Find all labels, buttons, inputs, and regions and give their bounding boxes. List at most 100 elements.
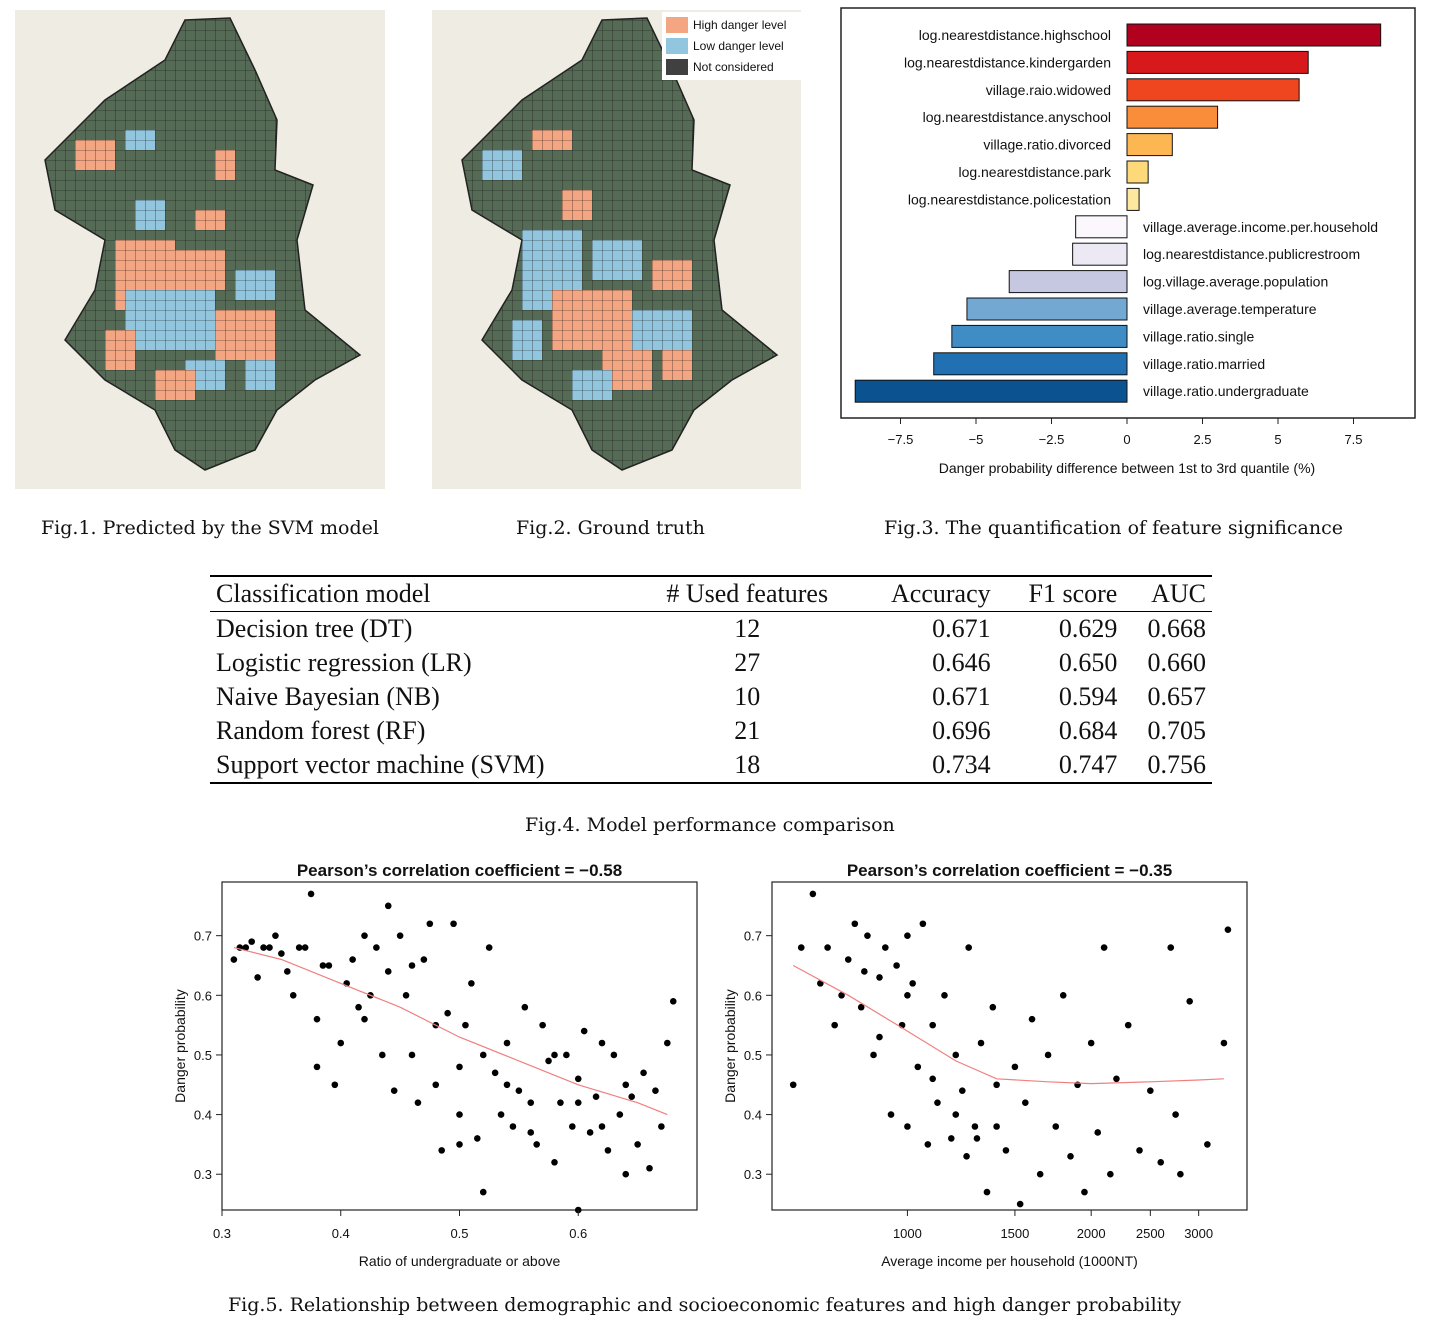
cell-accuracy: 0.734 (932, 750, 991, 779)
scatter-point (509, 1123, 517, 1130)
cell-auc: 0.660 (1147, 648, 1207, 677)
scatter-point (1147, 1087, 1154, 1095)
scatter-point (450, 920, 457, 928)
scatter-point (521, 1003, 529, 1011)
cell-f1: 0.650 (1058, 648, 1118, 677)
cell-accuracy: 0.671 (932, 614, 991, 643)
scatter-point (993, 1081, 1000, 1089)
scatter-point (384, 902, 392, 910)
scatter-point (1220, 1039, 1228, 1047)
scatter-point (301, 944, 309, 951)
scatter-point (355, 1003, 362, 1011)
scatter-point (1100, 944, 1108, 951)
scatter-point (604, 1147, 612, 1154)
scatter-point (983, 1188, 991, 1196)
scatter-point (438, 1147, 445, 1154)
legend-label-high: High danger level (693, 18, 787, 32)
scatter-point (574, 1099, 582, 1106)
scatter-point (989, 1003, 997, 1011)
scatter-point (1059, 992, 1067, 999)
x-axis-label: Ratio of undergraduate or above (359, 1253, 561, 1269)
scatter-point (432, 1081, 440, 1089)
scatter-point (973, 1135, 981, 1142)
bar-label: log.nearestdistance.park (958, 164, 1112, 180)
plot-frame (771, 881, 1248, 1211)
performance-table: Classification model # Used features Acc… (210, 575, 1212, 784)
bar-label: log.village.average.population (1143, 274, 1328, 290)
scatter-point (959, 1087, 966, 1095)
y-tick-label: 0.7 (744, 929, 762, 944)
scatter-point (1157, 1158, 1165, 1166)
bar-label: log.nearestdistance.anyschool (923, 109, 1111, 125)
scatter-point (610, 1051, 618, 1059)
scatter-point (414, 1099, 422, 1106)
scatter-point (824, 944, 831, 951)
scatter-point (628, 1093, 635, 1100)
scatter-point (497, 1111, 505, 1118)
trend-line (233, 947, 668, 1116)
x-tick-label: −2.5 (1039, 432, 1065, 447)
cell-model: Naive Bayesian (NB) (216, 682, 440, 711)
bar-label: log.nearestdistance.publicrestroom (1143, 246, 1360, 262)
bar (1126, 187, 1140, 211)
y-axis-label: Danger probability (722, 989, 738, 1103)
cell-features: 21 (734, 716, 761, 745)
scatter-point (426, 920, 434, 928)
bar (1072, 242, 1128, 266)
scatter-point (929, 1021, 936, 1029)
scatter-point (652, 1087, 659, 1095)
scatter-point (646, 1164, 653, 1172)
table-row: Support vector machine (SVM) 18 0.734 0.… (210, 748, 1212, 783)
scatter-point (456, 1063, 463, 1071)
bar (1126, 105, 1219, 129)
scatter-point (307, 890, 315, 898)
scatter-point (402, 992, 410, 999)
scatter-point (904, 1123, 911, 1130)
bar (854, 379, 1128, 403)
scatter-point (313, 1063, 321, 1071)
scatter-point (971, 1123, 979, 1130)
y-tick-label: 0.7 (194, 929, 212, 944)
scatter-point (870, 1051, 877, 1059)
scatter-point (914, 1063, 922, 1071)
scatter-point (503, 1081, 511, 1089)
scatter-point (904, 932, 911, 939)
fig5-caption: Fig.5. Relationship between demographic … (228, 1294, 1182, 1316)
scatter-point (563, 1051, 570, 1059)
scatter-point (574, 1075, 582, 1083)
x-tick-label: 0.3 (213, 1226, 231, 1241)
y-axis-label: Danger probability (172, 989, 188, 1103)
scatter-point (533, 1141, 540, 1148)
scatter-point (640, 1069, 647, 1077)
bar-label: log.nearestdistance.kindergarden (904, 54, 1111, 70)
scatter-point (1136, 1147, 1143, 1154)
legend-swatch-high (666, 17, 688, 33)
scatter-point (557, 1099, 564, 1106)
scatter-point (592, 1093, 600, 1100)
cell-features: 18 (734, 750, 761, 779)
header-f1: F1 score (1028, 579, 1118, 608)
fig1-map-svg (44, 17, 361, 471)
x-axis-label: Average income per household (1000NT) (881, 1253, 1138, 1269)
fig3-bar-chart: log.nearestdistance.highschool log.neares… (840, 7, 1416, 476)
scatter-point (952, 1111, 960, 1118)
cell-features: 12 (734, 614, 761, 643)
x-tick-label: 0.5 (450, 1226, 468, 1241)
scatter-point (809, 890, 817, 898)
scatter-point (545, 1057, 552, 1065)
scatter-point (934, 1099, 941, 1106)
scatter-point (1167, 944, 1175, 951)
scatter-point (260, 944, 267, 951)
cell-auc: 0.657 (1147, 682, 1207, 711)
scatter-title: Pearson’s correlation coefficient = −0.3… (847, 861, 1172, 880)
fig1-map (15, 10, 385, 489)
bar (933, 352, 1128, 376)
bar (1126, 133, 1173, 157)
cell-auc: 0.668 (1147, 614, 1207, 643)
bar-label: village.ratio.married (1143, 356, 1265, 372)
header-features: # Used features (666, 579, 829, 608)
scatter-point (408, 1051, 416, 1059)
header-auc: AUC (1151, 579, 1206, 608)
plot-frame (221, 881, 698, 1211)
scatter-point (278, 950, 285, 957)
